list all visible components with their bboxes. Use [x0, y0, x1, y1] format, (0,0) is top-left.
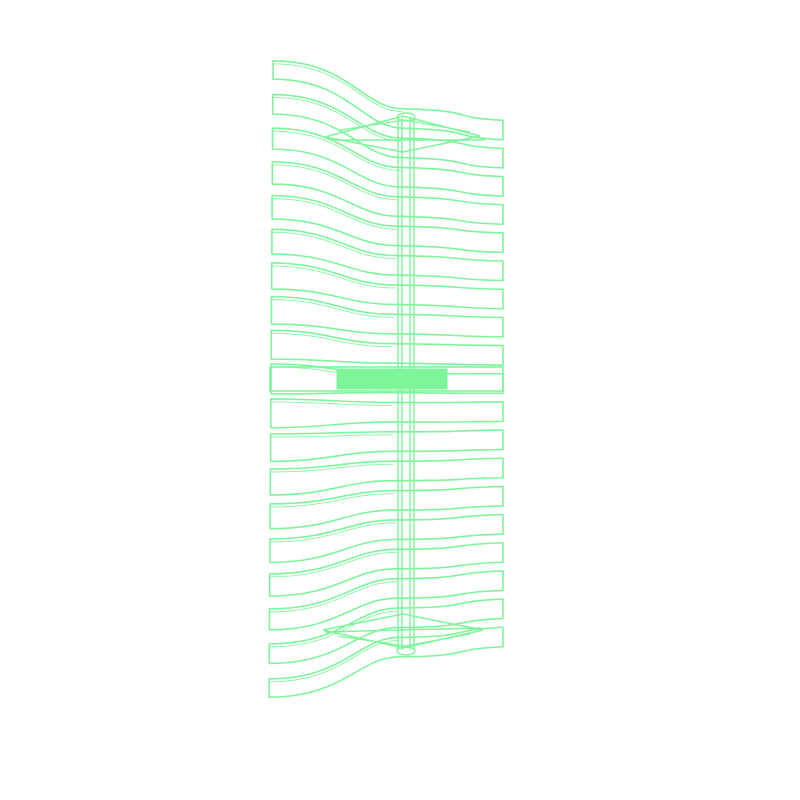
slat-edge	[270, 463, 394, 473]
slat	[271, 228, 504, 282]
slat	[269, 485, 504, 530]
slat	[268, 570, 504, 631]
slat	[268, 626, 504, 698]
slat-edge	[271, 332, 393, 348]
brace-group	[322, 115, 485, 649]
slat	[271, 127, 504, 197]
slat-edge	[271, 265, 396, 289]
highlighted-slat-fill	[336, 368, 448, 390]
highlight-group	[269, 366, 504, 392]
slat	[271, 194, 504, 254]
bottom-brace-inner	[337, 633, 471, 647]
spine-cap-bottom	[396, 646, 416, 656]
slat	[269, 398, 504, 429]
slat	[268, 598, 504, 665]
top-brace	[324, 115, 485, 153]
slat	[268, 541, 504, 597]
slat-edge	[269, 610, 399, 648]
slat-edge	[269, 581, 398, 613]
slat-edge	[269, 551, 397, 578]
slat-edge	[271, 231, 397, 260]
slat-edge	[272, 198, 398, 230]
slat	[269, 429, 504, 463]
slat-edge	[270, 493, 395, 508]
slat	[271, 93, 504, 169]
slat-edge	[270, 401, 392, 406]
top-brace-inner	[339, 119, 471, 133]
bottom-brace	[322, 613, 484, 649]
slat	[271, 161, 504, 226]
highlighted-slat-outline	[269, 366, 504, 392]
slat-edge	[269, 522, 396, 543]
slat-edge	[272, 63, 404, 113]
slat	[270, 295, 504, 338]
slat-edge	[272, 164, 400, 201]
slat-edge	[270, 434, 393, 438]
slat-edge	[272, 130, 401, 171]
slat	[270, 329, 504, 366]
slat	[269, 457, 504, 496]
slat	[270, 262, 504, 310]
slat	[272, 60, 504, 141]
slat	[269, 513, 504, 564]
slat-edge	[268, 639, 400, 683]
slat-edge	[271, 299, 394, 318]
slat-group	[268, 60, 504, 698]
